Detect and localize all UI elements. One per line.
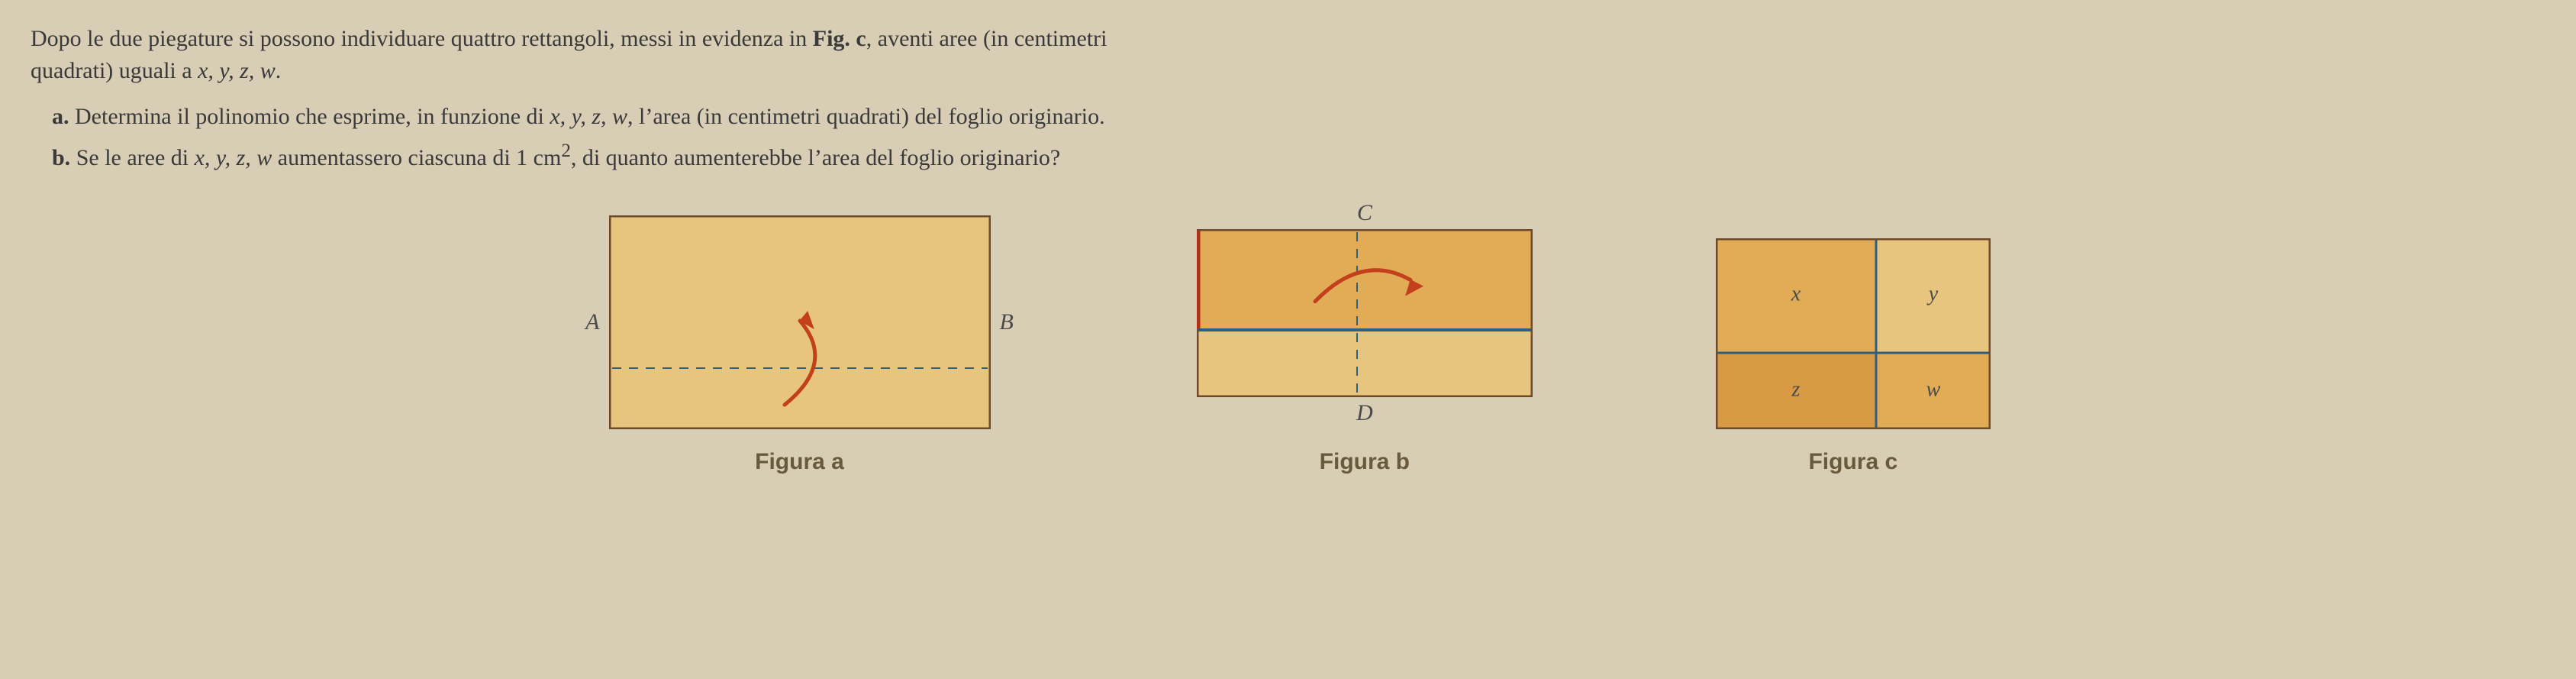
- figure-b-caption: Figura b: [1320, 446, 1410, 478]
- intro-figc: Fig. c: [813, 26, 866, 51]
- figure-a-body: A B: [585, 215, 1014, 429]
- figure-c-svg: x y z w: [1716, 238, 1991, 429]
- figure-b-label-top: C: [1357, 197, 1372, 229]
- figure-a-svg: [609, 215, 991, 429]
- svg-text:w: w: [1926, 377, 1940, 401]
- qa-text-b: , l’area (in centimetri quadrati) del fo…: [627, 104, 1105, 129]
- qb-text-c: , di quanto aumenterebbe l’area del fogl…: [571, 145, 1060, 170]
- qb-text-b: aumentassero ciascuna di 1 cm: [272, 145, 561, 170]
- qb-vars: x, y, z, w: [195, 145, 272, 170]
- figure-c-caption: Figura c: [1808, 446, 1897, 478]
- figure-c: x y z w Figura c: [1716, 238, 1991, 478]
- figure-a: A B Figura a: [585, 215, 1014, 478]
- qa-text-a: Determina il polinomio che esprime, in f…: [75, 104, 550, 129]
- svg-text:z: z: [1791, 377, 1800, 401]
- intro-line1a: Dopo le due piegature si possono individ…: [31, 26, 813, 51]
- intro-vars: x, y, z, w: [198, 58, 276, 83]
- qa-marker: a.: [52, 104, 69, 129]
- question-b: b. Se le aree di x, y, z, w aumentassero…: [52, 137, 2545, 174]
- qb-marker: b.: [52, 145, 70, 170]
- figure-b-label-bottom: D: [1356, 397, 1373, 429]
- figure-a-label-right: B: [1000, 306, 1014, 338]
- figure-a-caption: Figura a: [755, 446, 844, 478]
- intro-line2b: .: [276, 58, 282, 83]
- figure-a-label-left: A: [585, 306, 599, 338]
- svg-text:y: y: [1926, 282, 1939, 306]
- questions: a. Determina il polinomio che esprime, i…: [31, 101, 2545, 174]
- intro-line2a: quadrati) uguali a: [31, 58, 198, 83]
- figures-row: A B Figura a C D Figura b x y z w Figura c: [31, 197, 2545, 478]
- qb-exp: 2: [561, 141, 571, 161]
- figure-b-svg: [1197, 229, 1533, 397]
- question-a: a. Determina il polinomio che esprime, i…: [52, 101, 2545, 133]
- intro-text: Dopo le due piegature si possono individ…: [31, 23, 2545, 87]
- figure-b: C D Figura b: [1197, 197, 1533, 478]
- intro-line1b: , aventi aree (in centimetri: [866, 26, 1107, 51]
- qa-vars: x, y, z, w: [550, 104, 627, 129]
- svg-text:x: x: [1791, 282, 1801, 306]
- qb-text-a: Se le aree di: [76, 145, 195, 170]
